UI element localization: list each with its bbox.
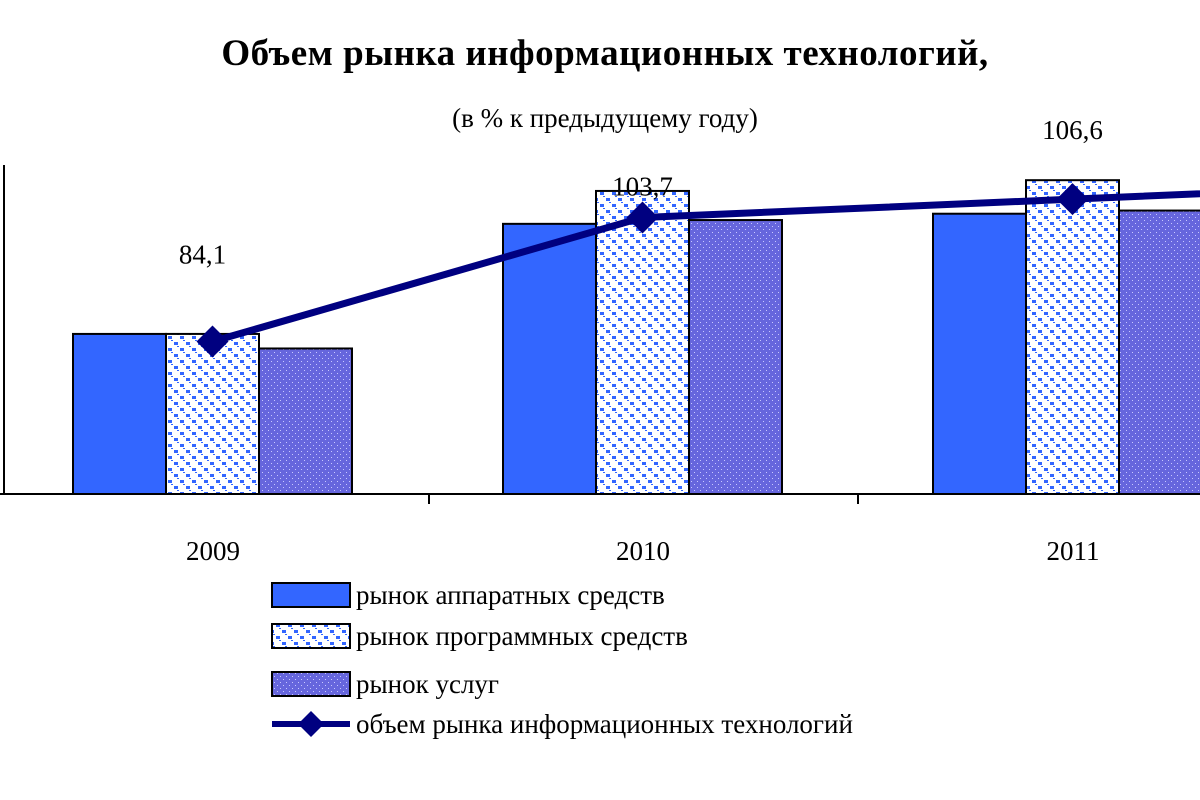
line-marker-2011 xyxy=(1056,183,1089,216)
data-labels: 84,1 103,7 106,6 xyxy=(179,115,1103,269)
bars xyxy=(72,179,1200,496)
data-label-2011: 106,6 xyxy=(1042,115,1103,145)
bar-services-2011 xyxy=(1118,209,1200,496)
chart-title: Объем рынка информационных технологий, xyxy=(221,33,989,74)
line-marker-2009 xyxy=(196,325,229,358)
bar-services-2010 xyxy=(688,219,783,496)
legend-swatch-2 xyxy=(271,671,351,697)
legend-swatch-0 xyxy=(271,582,351,608)
legend-label-1: рынок программных средств xyxy=(356,621,688,651)
bar-hardware-2011 xyxy=(932,212,1027,495)
x-tick-label-2011: 2011 xyxy=(1047,536,1100,566)
data-label-2010: 103,7 xyxy=(612,172,673,202)
x-tick-label-2009: 2009 xyxy=(186,536,240,566)
chart-subtitle: (в % к предыдущему году) xyxy=(452,103,758,133)
x-tick-label-2010: 2010 xyxy=(616,536,670,566)
bar-hardware-2010 xyxy=(502,222,597,495)
x-tick-labels: 2009 2010 2011 xyxy=(186,536,1100,566)
bar-hardware-2009 xyxy=(72,332,167,495)
legend-label-2: рынок услуг xyxy=(356,669,499,699)
line-marker-2010 xyxy=(626,201,659,234)
legend-label-3: объем рынка информационных технологий xyxy=(356,709,853,739)
line-total-it-market xyxy=(211,190,1200,345)
bar-software-2011 xyxy=(1025,179,1120,496)
bar-services-2009 xyxy=(258,347,353,495)
legend: рынок аппаратных средств рынок программны… xyxy=(271,580,853,739)
legend-swatch-marker xyxy=(298,711,324,737)
data-label-2009: 84,1 xyxy=(179,240,226,270)
legend-swatch-1 xyxy=(271,623,351,649)
line-series xyxy=(196,183,1200,358)
bar-software-2009 xyxy=(165,332,260,495)
bar-software-2010 xyxy=(595,189,690,495)
legend-label-0: рынок аппаратных средств xyxy=(356,580,665,610)
